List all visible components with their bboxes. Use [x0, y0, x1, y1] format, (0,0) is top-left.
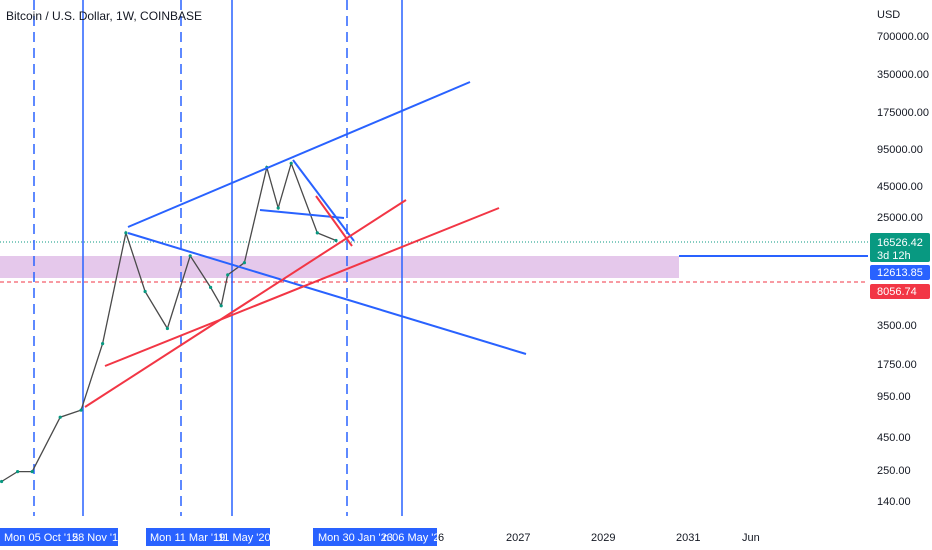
time-tick: 2029 [591, 532, 615, 544]
last-price-value: 16526.42 [877, 237, 923, 249]
price-point [276, 206, 280, 210]
price-tick: 700000.00 [877, 31, 929, 43]
price-tick: 3500.00 [877, 320, 917, 332]
countdown-value: 3d 12h [877, 250, 911, 262]
time-tick: 2031 [676, 532, 700, 544]
price-axis[interactable]: USD 700000.00 350000.00 175000.00 95000.… [868, 0, 932, 550]
price-point [209, 285, 213, 289]
price-point [242, 261, 246, 265]
red-steep-support-line[interactable] [84, 199, 407, 408]
time-marker-badge [146, 528, 270, 546]
time-tick: 6 [438, 532, 444, 544]
symbol-title: Bitcoin / U.S. Dollar, 1W, COINBASE [6, 9, 202, 23]
price-point [0, 479, 4, 484]
price-tick: 350000.00 [877, 69, 929, 81]
currency-label: USD [877, 9, 900, 21]
red-level-value: 8056.74 [877, 286, 917, 298]
price-tick: 250.00 [877, 465, 911, 477]
price-tick: 25000.00 [877, 212, 923, 224]
red-level-badge [870, 284, 930, 299]
blue-upper-channel-line[interactable] [127, 81, 471, 228]
price-tick: 450.00 [877, 432, 911, 444]
price-series-line [1, 161, 337, 483]
time-marker-label: Mon 11 Mar '19 [150, 532, 225, 544]
price-tick: 175000.00 [877, 107, 929, 119]
price-point [188, 254, 192, 258]
last-price-badge [870, 233, 930, 262]
highlight-zone [0, 256, 679, 278]
time-tick: 2027 [506, 532, 530, 544]
price-tick: 140.00 [877, 496, 911, 508]
price-point [219, 304, 223, 308]
time-marker-label: Mon 05 Oct '15 [4, 532, 78, 544]
blue-lower-channel-line[interactable] [127, 232, 527, 355]
red-wedge-line[interactable] [315, 195, 353, 247]
red-shallow-support-line[interactable] [104, 207, 500, 367]
price-point [101, 342, 105, 346]
time-marker-label: 28 Nov '16 [72, 532, 124, 544]
price-tick: 1750.00 [877, 359, 917, 371]
price-point [165, 326, 169, 331]
price-tick: 95000.00 [877, 144, 923, 156]
time-marker-badge [0, 528, 118, 546]
time-marker-label: 11 May '20 [218, 532, 271, 544]
price-point [16, 470, 20, 474]
price-tick: 45000.00 [877, 181, 923, 193]
price-point [315, 231, 319, 235]
blue-level-badge [870, 265, 930, 280]
time-marker-badge [313, 528, 437, 546]
price-point [124, 231, 128, 235]
time-axis[interactable]: Mon 05 Oct '15 28 Nov '16 Mon 11 Mar '19… [0, 516, 868, 550]
price-tick: 950.00 [877, 391, 911, 403]
price-point [58, 415, 62, 419]
time-marker-label: Mon 30 Jan '23 [318, 532, 393, 544]
price-point [334, 238, 338, 243]
price-point [289, 161, 293, 165]
blue-descending-line[interactable] [292, 159, 355, 242]
price-point [79, 408, 83, 412]
price-point [30, 470, 34, 474]
price-point [143, 289, 147, 294]
price-point [226, 273, 230, 277]
time-marker-label: n 06 May '24 [383, 532, 446, 544]
blue-level-value: 12613.85 [877, 267, 923, 279]
time-tick: Jun [742, 532, 760, 544]
